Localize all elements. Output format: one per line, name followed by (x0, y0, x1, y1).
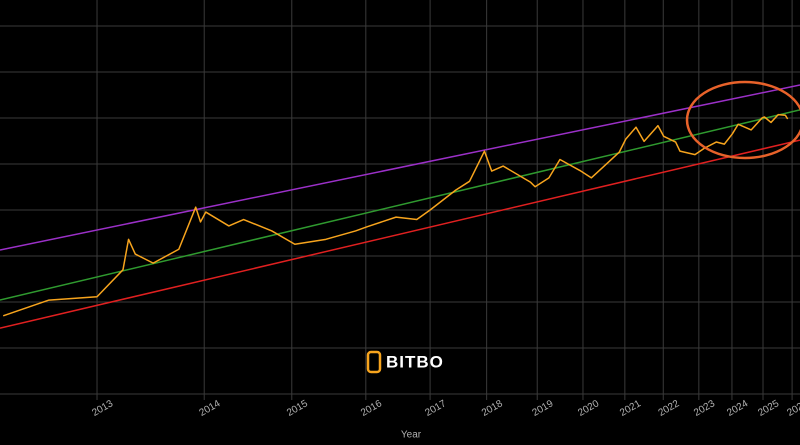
logo-icon (366, 350, 382, 374)
series-line (2, 113, 789, 317)
series-line (0, 109, 800, 301)
highlight-ellipse (685, 80, 800, 160)
logo: BITBO (366, 350, 444, 374)
logo-text: BITBO (386, 352, 444, 371)
plot (0, 84, 800, 329)
x-axis-label: Year (401, 430, 422, 441)
grid (0, 0, 800, 400)
series-line (0, 84, 800, 251)
series-line (0, 139, 800, 329)
